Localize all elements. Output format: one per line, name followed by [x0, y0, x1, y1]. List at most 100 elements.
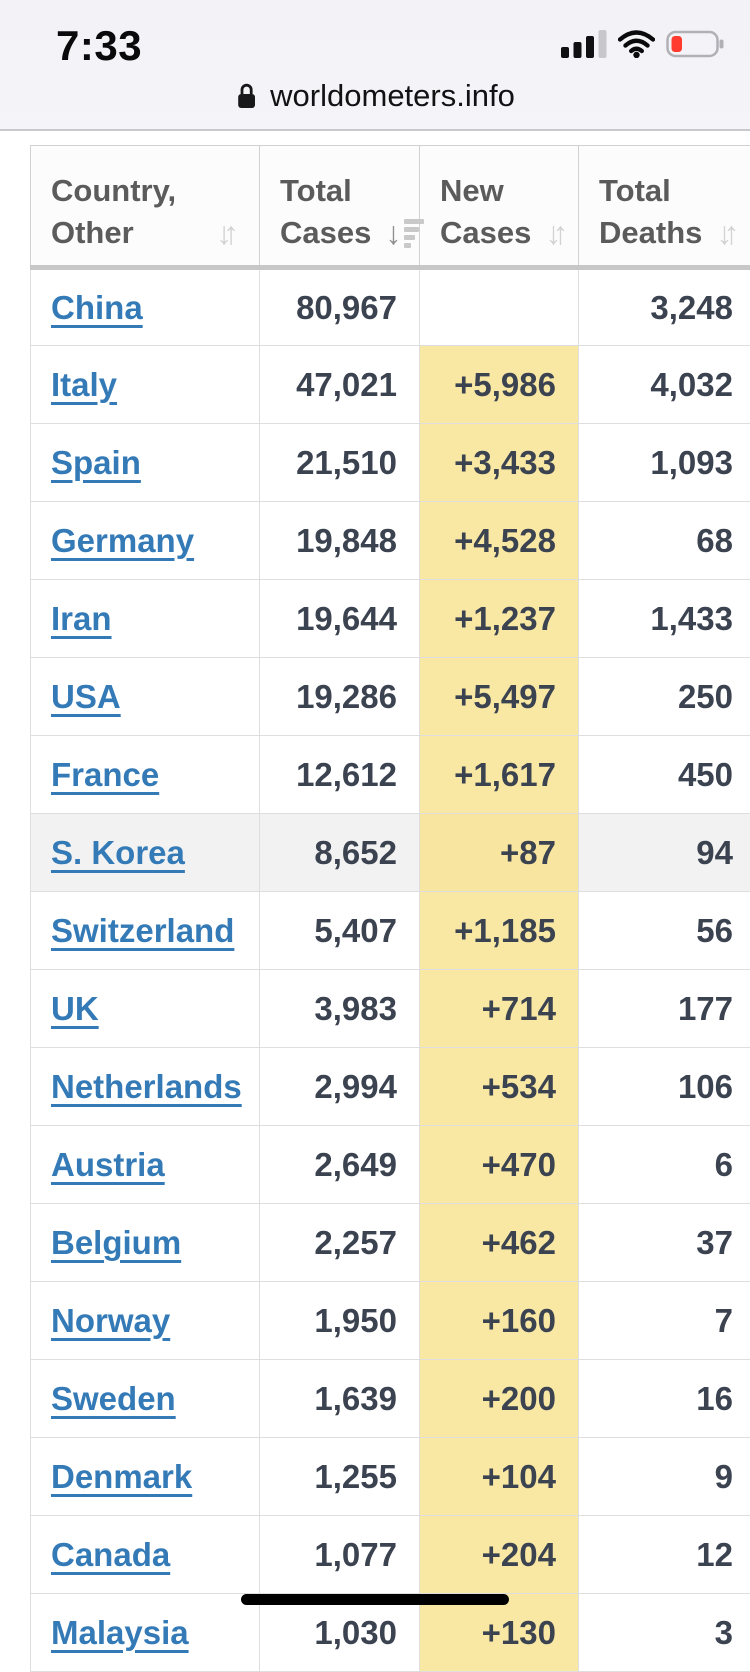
country-link[interactable]: France: [51, 756, 159, 793]
sort-descending-active-icon: ↓: [385, 217, 424, 249]
total-deaths-cell: 56: [579, 892, 750, 970]
table-row: Germany 19,848 +4,528 68: [31, 502, 750, 580]
sort-both-icon: ↓↑: [716, 217, 739, 249]
total-cases-cell: 19,286: [260, 658, 420, 736]
country-link[interactable]: Malaysia: [51, 1614, 189, 1651]
column-header-new-cases[interactable]: New Cases ↓↑: [420, 146, 579, 268]
table-row: Iran 19,644 +1,237 1,433: [31, 580, 750, 658]
table-row: Spain 21,510 +3,433 1,093: [31, 424, 750, 502]
table-row: Netherlands 2,994 +534 106: [31, 1048, 750, 1126]
table-row: USA 19,286 +5,497 250: [31, 658, 750, 736]
total-deaths-cell: 3: [579, 1594, 750, 1672]
battery-low-icon: [666, 30, 724, 58]
new-cases-cell: +104: [420, 1438, 579, 1516]
new-cases-cell: +87: [420, 814, 579, 892]
total-cases-cell: 47,021: [260, 346, 420, 424]
new-cases-cell: +4,528: [420, 502, 579, 580]
total-cases-cell: 2,994: [260, 1048, 420, 1126]
country-link[interactable]: China: [51, 289, 143, 326]
sort-both-icon: ↓↑: [545, 217, 568, 249]
new-cases-cell: +130: [420, 1594, 579, 1672]
country-link[interactable]: Austria: [51, 1146, 165, 1183]
table-row: Italy 47,021 +5,986 4,032: [31, 346, 750, 424]
address-bar[interactable]: worldometers.info: [0, 72, 750, 120]
country-link[interactable]: Belgium: [51, 1224, 181, 1261]
total-deaths-cell: 68: [579, 502, 750, 580]
lock-icon: [235, 81, 258, 111]
country-link[interactable]: USA: [51, 678, 121, 715]
new-cases-cell: +462: [420, 1204, 579, 1282]
total-cases-cell: 3,983: [260, 970, 420, 1048]
new-cases-cell: +470: [420, 1126, 579, 1204]
country-link[interactable]: Italy: [51, 366, 117, 403]
new-cases-cell: +200: [420, 1360, 579, 1438]
table-row: Switzerland 5,407 +1,185 56: [31, 892, 750, 970]
table-row: Canada 1,077 +204 12: [31, 1516, 750, 1594]
table-row-highlighted: S. Korea 8,652 +87 94: [31, 814, 750, 892]
total-deaths-cell: 250: [579, 658, 750, 736]
total-cases-cell: 80,967: [260, 268, 420, 346]
country-link[interactable]: Switzerland: [51, 912, 234, 949]
country-link[interactable]: Sweden: [51, 1380, 176, 1417]
total-deaths-cell: 106: [579, 1048, 750, 1126]
table-row: France 12,612 +1,617 450: [31, 736, 750, 814]
total-deaths-cell: 94: [579, 814, 750, 892]
total-cases-cell: 1,639: [260, 1360, 420, 1438]
new-cases-cell: +3,433: [420, 424, 579, 502]
table-row: Belgium 2,257 +462 37: [31, 1204, 750, 1282]
table-row: Norway 1,950 +160 7: [31, 1282, 750, 1360]
covid-country-table: Country, Other ↓↑ Total Cases ↓ New: [30, 145, 750, 1672]
new-cases-cell: +714: [420, 970, 579, 1048]
country-link[interactable]: Norway: [51, 1302, 170, 1339]
table-row: Sweden 1,639 +200 16: [31, 1360, 750, 1438]
address-bar-url: worldometers.info: [270, 78, 515, 114]
wifi-icon: [618, 30, 655, 58]
table-row: Austria 2,649 +470 6: [31, 1126, 750, 1204]
total-deaths-cell: 12: [579, 1516, 750, 1594]
cellular-signal-icon: [561, 30, 607, 58]
browser-chrome: 7:33: [0, 0, 750, 131]
country-link[interactable]: UK: [51, 990, 99, 1027]
new-cases-cell: +1,617: [420, 736, 579, 814]
home-indicator[interactable]: [241, 1594, 509, 1605]
country-link[interactable]: Spain: [51, 444, 141, 481]
sort-both-icon: ↓↑: [216, 217, 239, 249]
country-link[interactable]: Iran: [51, 600, 112, 637]
total-deaths-cell: 6: [579, 1126, 750, 1204]
total-deaths-cell: 177: [579, 970, 750, 1048]
total-cases-cell: 1,077: [260, 1516, 420, 1594]
country-link[interactable]: Germany: [51, 522, 194, 559]
total-cases-cell: 1,255: [260, 1438, 420, 1516]
new-cases-cell: +160: [420, 1282, 579, 1360]
column-header-total-cases[interactable]: Total Cases ↓: [260, 146, 420, 268]
total-deaths-cell: 450: [579, 736, 750, 814]
new-cases-cell: [420, 268, 579, 346]
total-deaths-cell: 37: [579, 1204, 750, 1282]
country-link[interactable]: Canada: [51, 1536, 170, 1573]
country-link[interactable]: Denmark: [51, 1458, 192, 1495]
total-cases-cell: 12,612: [260, 736, 420, 814]
new-cases-cell: +204: [420, 1516, 579, 1594]
column-header-country[interactable]: Country, Other ↓↑: [31, 146, 260, 268]
table-row: China 80,967 3,248: [31, 268, 750, 346]
total-cases-cell: 19,644: [260, 580, 420, 658]
total-cases-cell: 1,030: [260, 1594, 420, 1672]
total-deaths-cell: 1,093: [579, 424, 750, 502]
table-header-row: Country, Other ↓↑ Total Cases ↓ New: [31, 146, 750, 268]
status-time: 7:33: [56, 22, 142, 70]
total-cases-cell: 19,848: [260, 502, 420, 580]
table-row: Denmark 1,255 +104 9: [31, 1438, 750, 1516]
total-deaths-cell: 16: [579, 1360, 750, 1438]
country-link[interactable]: S. Korea: [51, 834, 185, 871]
total-deaths-cell: 3,248: [579, 268, 750, 346]
table-row: UK 3,983 +714 177: [31, 970, 750, 1048]
total-cases-cell: 8,652: [260, 814, 420, 892]
total-deaths-cell: 7: [579, 1282, 750, 1360]
new-cases-cell: +5,497: [420, 658, 579, 736]
new-cases-cell: +5,986: [420, 346, 579, 424]
country-link[interactable]: Netherlands: [51, 1068, 242, 1105]
new-cases-cell: +1,185: [420, 892, 579, 970]
total-deaths-cell: 1,433: [579, 580, 750, 658]
total-deaths-cell: 9: [579, 1438, 750, 1516]
column-header-total-deaths[interactable]: Total Deaths ↓↑: [579, 146, 750, 268]
